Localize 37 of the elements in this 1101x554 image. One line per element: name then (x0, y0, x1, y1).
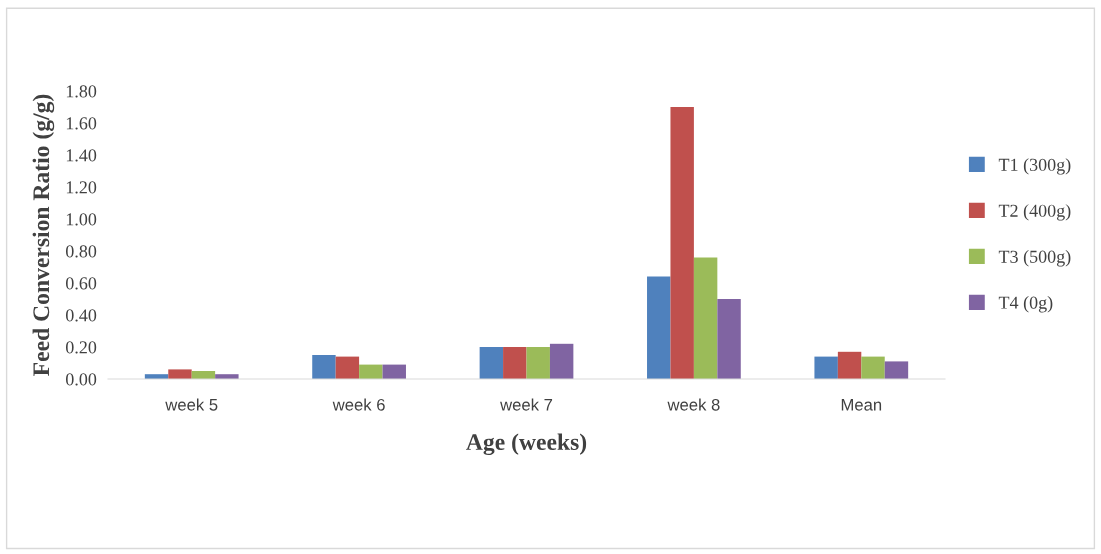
x-tick-label: Mean (841, 399, 882, 411)
bar (503, 347, 527, 379)
bar (814, 356, 838, 379)
x-tick-label: week 8 (667, 398, 720, 411)
y-tick-label: 0.00 (65, 373, 97, 386)
y-tick-label: 1.20 (66, 181, 97, 194)
legend-label: T1 (300g) (998, 158, 1071, 175)
y-axis-title: Feed Conversion Ratio (g/g) (32, 94, 55, 376)
legend-label: T3 (500g) (998, 250, 1071, 267)
bar (479, 347, 504, 379)
y-tick-label: 0.80 (65, 245, 97, 258)
bar (884, 361, 909, 379)
x-tick-label: week 7 (500, 398, 553, 411)
y-tick-label: 1.40 (66, 149, 97, 162)
bar (335, 356, 360, 379)
bar (168, 369, 192, 379)
bar (717, 299, 741, 379)
bar (359, 364, 383, 379)
y-tick-label: 0.60 (65, 277, 97, 290)
y-tick-label: 0.20 (65, 341, 97, 354)
x-axis-title: Age (weeks) (466, 433, 587, 456)
legend-label: T2 (400g) (998, 204, 1071, 221)
y-tick-label: 1.00 (66, 213, 97, 226)
bar (647, 276, 671, 379)
y-tick-label: 0.40 (65, 309, 97, 322)
bar (312, 355, 336, 379)
legend-label: T4 (0g) (998, 296, 1053, 313)
bar (861, 356, 885, 379)
y-tick-label: 1.80 (66, 85, 97, 98)
bar (693, 257, 718, 379)
bar (837, 351, 862, 379)
x-tick-label: week 6 (332, 398, 385, 411)
bar (549, 343, 574, 379)
x-tick-label: week 5 (165, 398, 218, 411)
bar (670, 107, 694, 379)
bar (526, 347, 550, 379)
y-tick-label: 1.60 (66, 117, 97, 130)
